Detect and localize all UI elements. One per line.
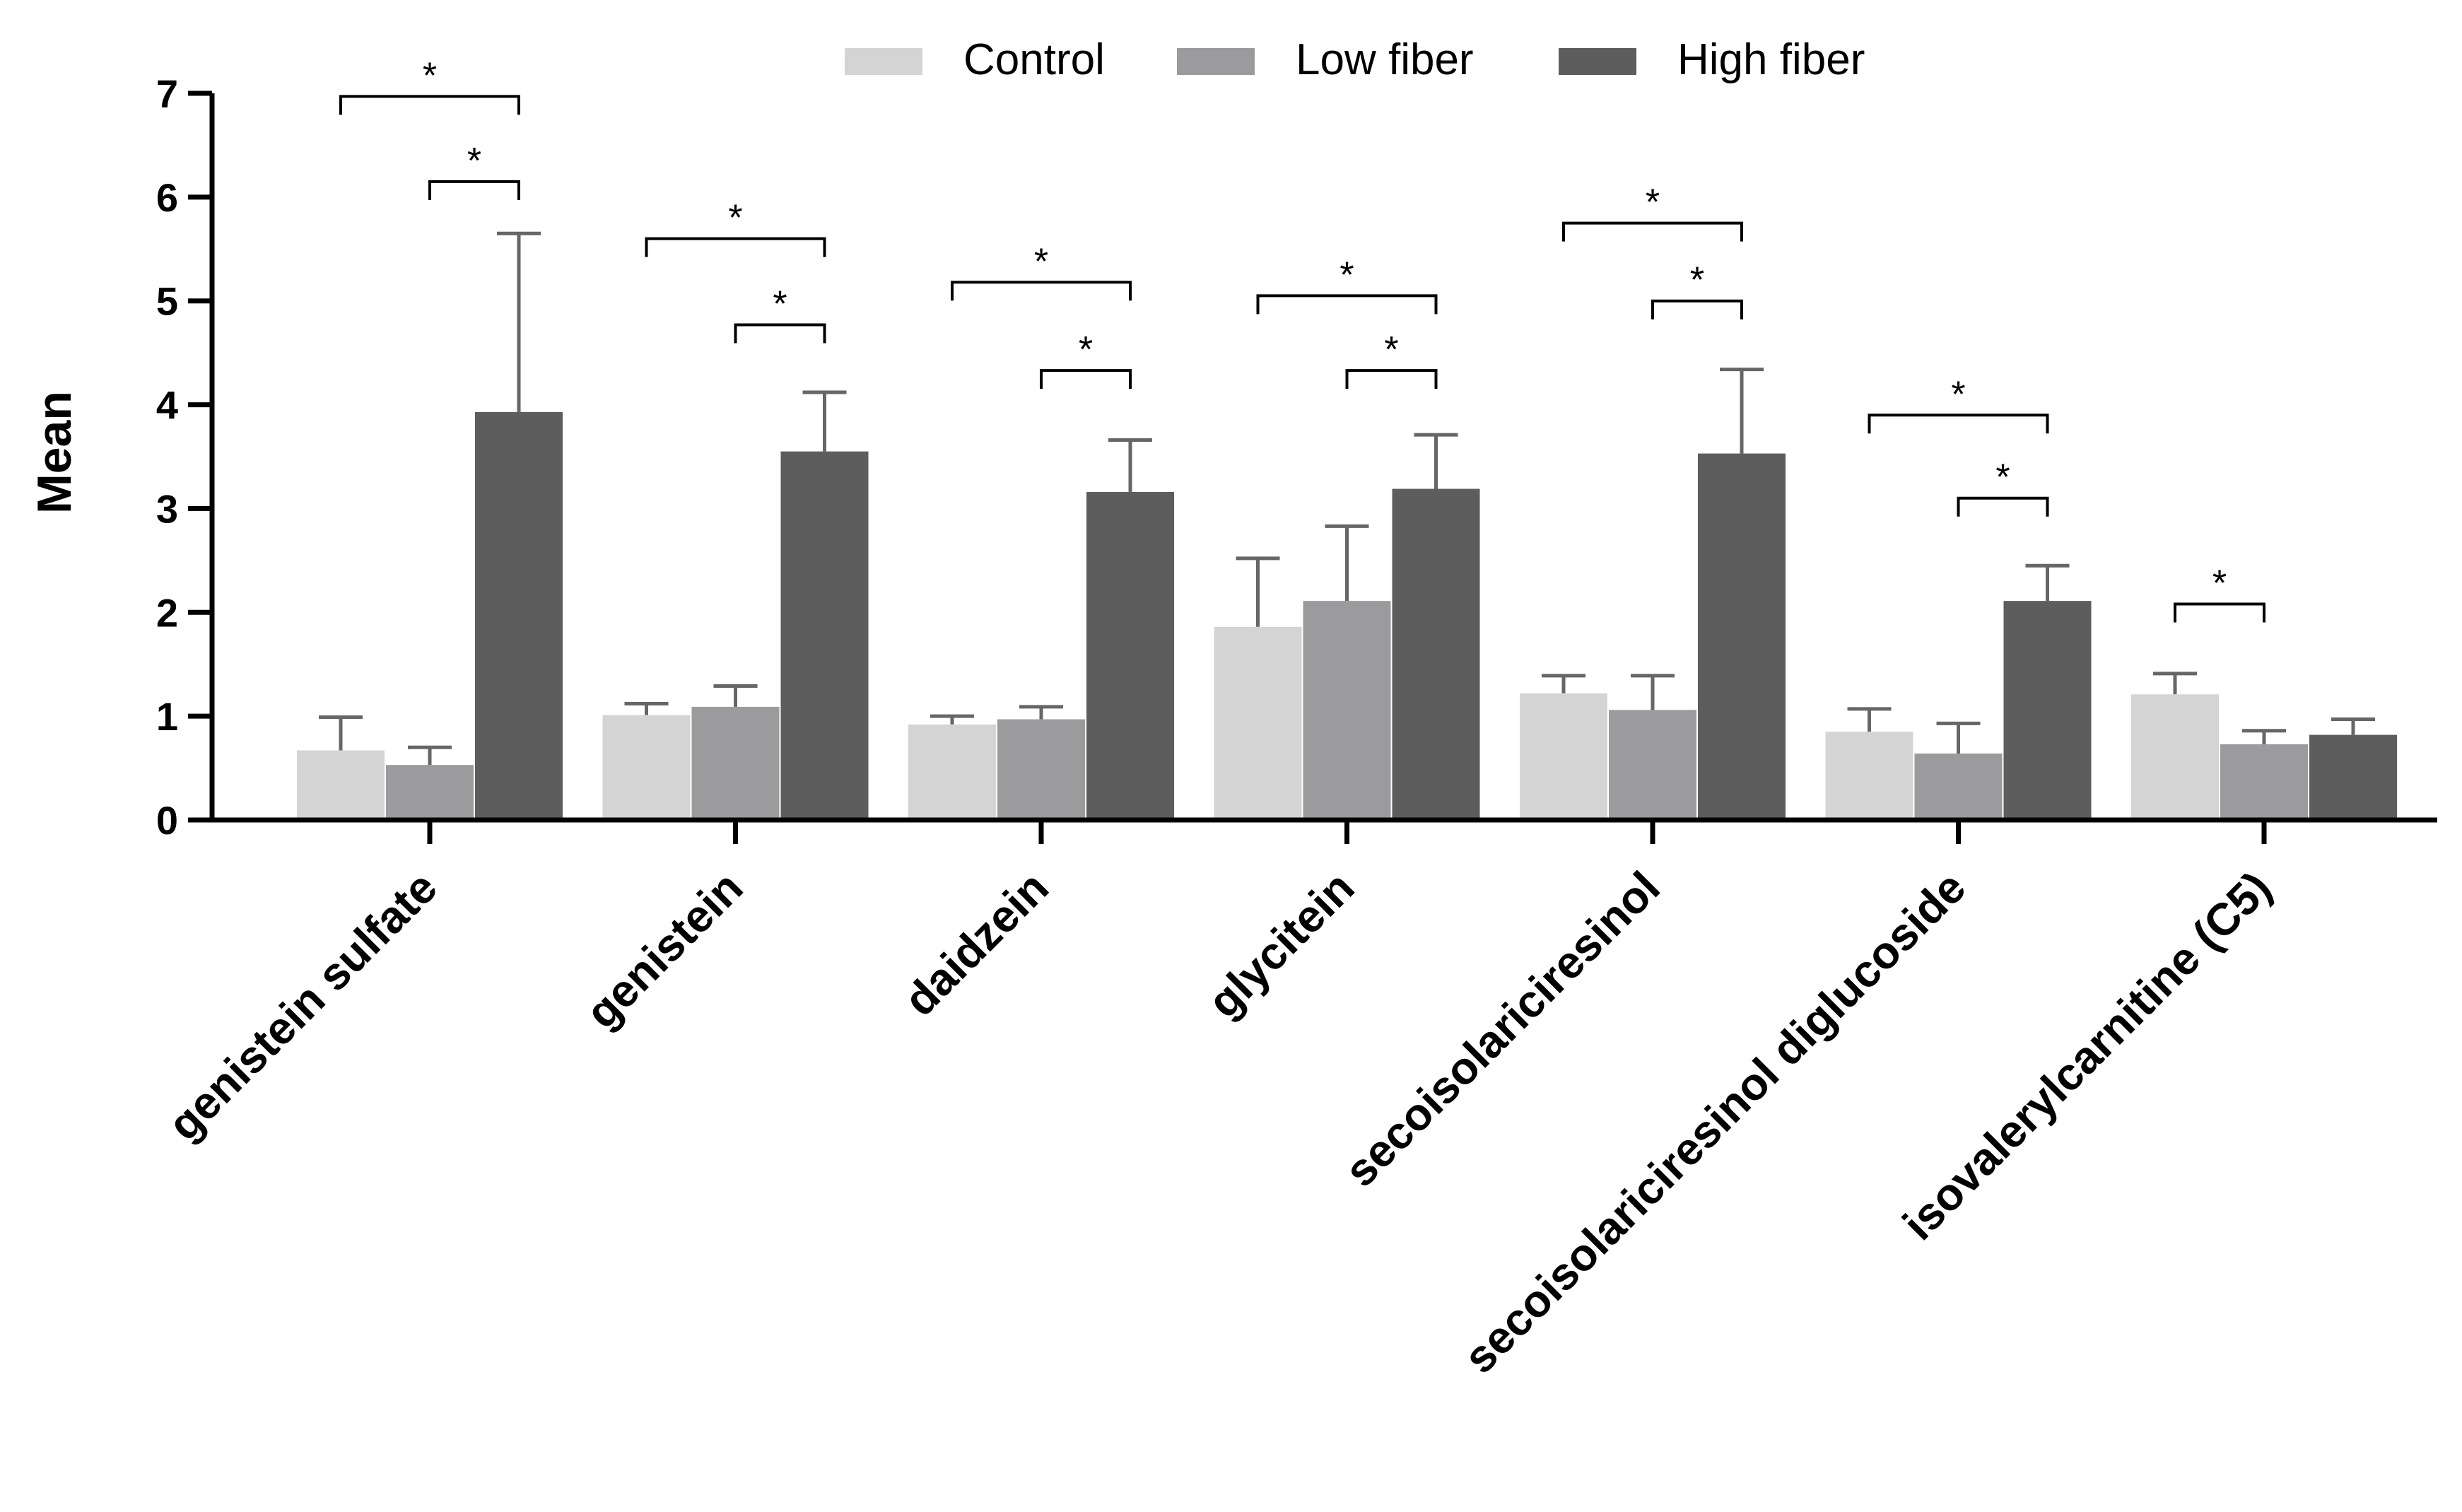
significance-label: * <box>773 283 787 324</box>
y-tick-label: 7 <box>156 71 178 116</box>
bar <box>2131 694 2219 820</box>
error-bar <box>1631 674 1675 710</box>
error-bar <box>1236 556 1280 627</box>
significance-bracket: * <box>2174 563 2265 623</box>
significance-bracket: * <box>1345 329 1438 389</box>
x-tick-label: glycitein <box>1198 862 1364 1027</box>
error-bar <box>2242 729 2286 744</box>
y-tick-label: 5 <box>156 279 178 324</box>
bar <box>1520 693 1607 820</box>
bar <box>602 715 691 820</box>
significance-bracket: * <box>1256 254 1438 315</box>
y-tick-label: 0 <box>156 798 178 843</box>
significance-label: * <box>2212 563 2227 604</box>
legend-item: Control <box>845 35 1105 84</box>
error-bar <box>624 702 669 715</box>
significance-bracket: * <box>339 55 520 115</box>
significance-label: * <box>1340 254 1354 295</box>
y-tick-label: 4 <box>156 383 178 428</box>
significance-label: * <box>1995 457 2010 498</box>
error-bar <box>1108 438 1152 492</box>
error-bar <box>1414 433 1458 489</box>
error-bar <box>1325 524 1369 602</box>
legend-label: High fiber <box>1677 35 1865 84</box>
bar <box>297 750 385 820</box>
bars <box>297 411 2397 820</box>
error-bar <box>930 714 974 725</box>
bar <box>1698 453 1786 820</box>
bar <box>1303 601 1391 820</box>
error-bar <box>497 231 541 412</box>
bar <box>475 411 563 820</box>
bar <box>2220 744 2308 820</box>
significance-label: * <box>1384 329 1398 370</box>
significance-label: * <box>728 198 742 239</box>
significance-label: * <box>1034 241 1048 282</box>
significance-bracket: * <box>1651 260 1743 320</box>
bar <box>386 765 474 820</box>
significance-bracket: * <box>951 241 1132 301</box>
error-bar <box>2331 717 2375 735</box>
legend-swatch <box>1559 48 1636 75</box>
x-axis: genistein sulfate genistein daidzein glycit… <box>158 817 2437 1383</box>
significance-label: * <box>467 141 481 182</box>
legend-swatch <box>845 48 922 75</box>
bar <box>1392 488 1480 820</box>
significance-bracket: * <box>1868 374 2049 434</box>
legend-label: Control <box>963 35 1105 84</box>
y-axis: 0 1 2 3 4 5 6 7 <box>156 71 215 843</box>
bar <box>691 706 780 820</box>
legend-item: High fiber <box>1559 35 1865 84</box>
error-bar <box>1542 674 1585 693</box>
bar <box>1825 732 1913 820</box>
bar <box>908 724 996 820</box>
bar <box>1609 710 1696 820</box>
y-tick-label: 3 <box>156 486 178 531</box>
y-tick-label: 6 <box>156 175 178 220</box>
bar <box>2003 601 2092 820</box>
error-bar <box>1019 705 1063 720</box>
significance-bracket: * <box>428 141 520 200</box>
bar <box>2309 734 2397 820</box>
significance-bracket: * <box>645 198 826 257</box>
legend-item: Low fiber <box>1177 35 1474 84</box>
significance-label: * <box>1079 329 1093 370</box>
significance-label: * <box>1951 374 1965 415</box>
significance-bracket: * <box>1562 182 1743 242</box>
error-bar <box>2153 672 2197 695</box>
bar <box>1214 626 1302 820</box>
error-bar <box>802 390 847 452</box>
significance-bracket: * <box>1957 457 2049 517</box>
significance-bracket: * <box>734 283 826 344</box>
error-bar <box>319 715 363 751</box>
x-tick-label: secoisolariciresinol diglucoside <box>1454 862 1976 1383</box>
error-bar <box>713 684 758 707</box>
significance-label: * <box>423 55 437 96</box>
y-axis-label: Mean <box>28 391 81 514</box>
significance-brackets: * * * * * * * * * * * * * <box>339 55 2265 623</box>
bar <box>780 451 869 820</box>
significance-bracket: * <box>1040 329 1132 389</box>
y-tick-label: 2 <box>156 590 178 635</box>
significance-label: * <box>1690 260 1704 301</box>
error-bar <box>2025 563 2070 602</box>
error-bar <box>1847 707 1892 732</box>
x-tick-label: secoisolariciresinol <box>1335 862 1669 1196</box>
error-bar <box>1720 368 1764 454</box>
error-bars <box>319 231 2375 766</box>
bar <box>1086 491 1174 820</box>
significance-label: * <box>1646 182 1660 223</box>
legend-swatch <box>1177 48 1255 75</box>
legend: Control Low fiber High fiber <box>845 35 1865 84</box>
error-bar <box>1936 721 1981 754</box>
y-tick-label: 1 <box>156 694 178 739</box>
error-bar <box>408 745 452 766</box>
bar <box>1914 754 2003 820</box>
x-tick-label: daidzein <box>894 862 1058 1026</box>
legend-label: Low fiber <box>1296 35 1474 84</box>
x-tick-label: genistein sulfate <box>158 862 447 1150</box>
x-tick-label: genistein <box>576 862 753 1038</box>
bar <box>997 719 1085 820</box>
